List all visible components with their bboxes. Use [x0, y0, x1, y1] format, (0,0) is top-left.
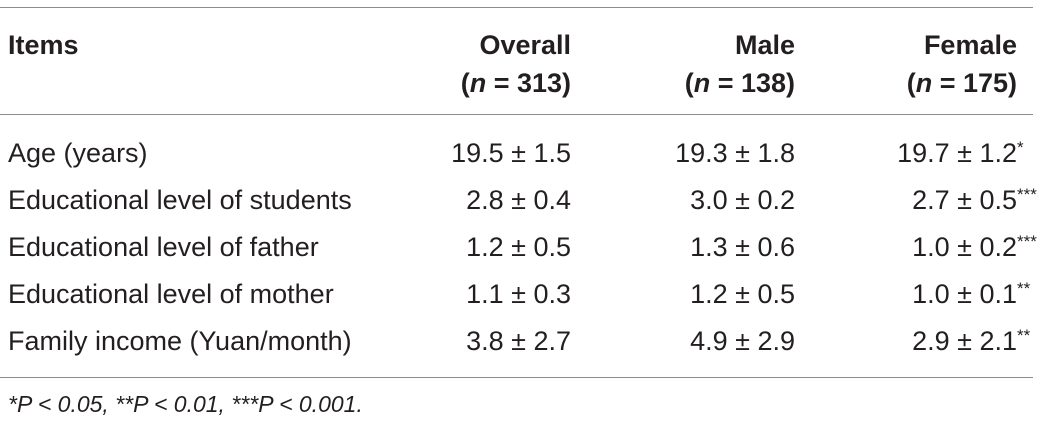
header-overall-n: (n = 313) — [460, 68, 571, 98]
table-header-row: Items Overall (n = 313) Male (n = 138) F… — [0, 26, 1033, 106]
row-label: Family income (Yuan/month) — [8, 326, 352, 356]
row-label: Educational level of father — [8, 232, 319, 262]
cell-overall: 2.8 ± 0.4 — [466, 185, 571, 215]
table-footnote: *P < 0.05, **P < 0.01, ***P < 0.001. — [8, 391, 363, 417]
cell-female: 2.7 ± 0.5 *** — [912, 177, 1037, 224]
header-overall-label: Overall — [479, 30, 571, 60]
header-overall: Overall (n = 313) — [461, 26, 571, 102]
row-label: Educational level of mother — [8, 279, 334, 309]
row-label: Age (years) — [8, 138, 148, 168]
cell-female: 1.0 ± 0.2 *** — [912, 224, 1037, 271]
cell-female: 2.9 ± 2.1 ** — [912, 318, 1030, 365]
significance-marker: *** — [1017, 185, 1037, 204]
header-items-label: Items — [8, 30, 79, 60]
cell-overall: 3.8 ± 2.7 — [466, 326, 571, 356]
table-row: Family income (Yuan/month) 3.8 ± 2.7 4.9… — [0, 318, 1033, 365]
significance-marker: *** — [1017, 232, 1037, 251]
cell-female: 1.0 ± 0.1 ** — [912, 271, 1030, 318]
header-items: Items — [8, 26, 79, 64]
cell-male: 1.3 ± 0.6 — [690, 232, 795, 262]
header-female: Female (n = 175) — [907, 26, 1017, 102]
header-male: Male (n = 138) — [685, 26, 795, 102]
table-row: Educational level of mother 1.1 ± 0.3 1.… — [0, 271, 1033, 318]
table-row: Age (years) 19.5 ± 1.5 19.3 ± 1.8 19.7 ±… — [0, 130, 1033, 177]
cell-overall: 19.5 ± 1.5 — [451, 138, 571, 168]
significance-marker: ** — [1017, 326, 1031, 345]
cell-female: 19.7 ± 1.2 * — [897, 130, 1024, 177]
significance-marker: * — [1017, 138, 1024, 157]
table-row: Educational level of father 1.2 ± 0.5 1.… — [0, 224, 1037, 271]
table-header-rule — [0, 114, 1033, 115]
cell-overall: 1.1 ± 0.3 — [466, 279, 571, 309]
header-male-n: (n = 138) — [684, 68, 795, 98]
cell-male: 4.9 ± 2.9 — [690, 326, 795, 356]
table-top-rule — [0, 7, 1033, 8]
cell-overall: 1.2 ± 0.5 — [466, 232, 571, 262]
table-row: Educational level of students 2.8 ± 0.4 … — [0, 177, 1037, 224]
header-female-label: Female — [923, 30, 1017, 60]
table-bottom-rule — [0, 377, 1033, 378]
header-female-n: (n = 175) — [906, 68, 1017, 98]
cell-male: 1.2 ± 0.5 — [690, 279, 795, 309]
table-body: Age (years) 19.5 ± 1.5 19.3 ± 1.8 19.7 ±… — [0, 130, 1037, 365]
cell-male: 19.3 ± 1.8 — [675, 138, 795, 168]
header-male-label: Male — [734, 30, 795, 60]
row-label: Educational level of students — [8, 185, 352, 215]
cell-male: 3.0 ± 0.2 — [690, 185, 795, 215]
significance-marker: ** — [1017, 279, 1031, 298]
